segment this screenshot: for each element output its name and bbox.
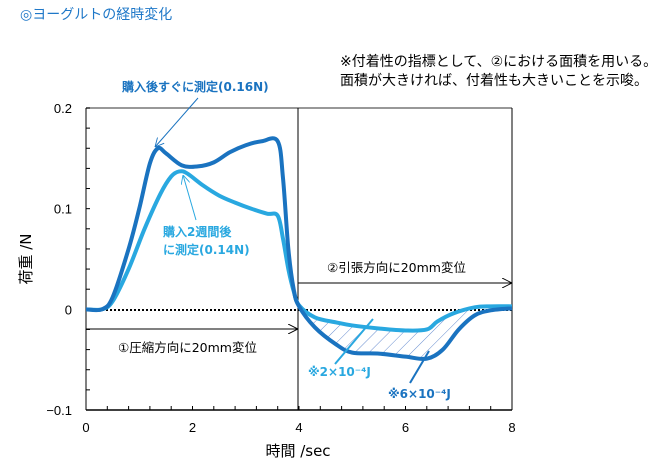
compression-label: ①圧縮方向に20mm変位 xyxy=(118,340,257,355)
y-tick-label: −0.1 xyxy=(46,403,72,418)
x-tick-label: 2 xyxy=(189,420,196,435)
note-text: ※付着性の指標として、②における面積を用いる。 面積が大きければ、付着性も大きい… xyxy=(340,53,657,91)
aged-annotation-line2: に測定(0.14N) xyxy=(163,242,250,257)
fresh-annotation: 購入後すぐに測定(0.16N) xyxy=(121,79,269,94)
aged-annotation-line1: 購入2週間後 xyxy=(162,224,232,239)
aged-area-label: ※2×10⁻⁴J xyxy=(308,365,371,379)
y-tick-label: 0.1 xyxy=(54,202,72,217)
fresh-area-leader xyxy=(409,350,430,384)
x-tick-label: 0 xyxy=(82,420,89,435)
x-tick-label: 8 xyxy=(508,420,515,435)
fresh-area-label: ※6×10⁻⁴J xyxy=(388,387,451,401)
fresh-peak-leader xyxy=(155,97,199,147)
aged-area-leader xyxy=(334,318,374,365)
page-title: ◎ヨーグルトの経時変化 xyxy=(20,7,173,23)
note-line-1: ※付着性の指標として、②における面積を用いる。 xyxy=(340,54,658,70)
y-axis-label: 荷重 /N xyxy=(17,233,35,284)
series-aged xyxy=(85,169,513,333)
x-tick-label: 4 xyxy=(295,420,302,435)
x-axis-label: 時間 /sec xyxy=(265,442,330,460)
y-tick-label: 0 xyxy=(65,302,72,317)
note-line-2: 面積が大きければ、付着性も大きいことを示唆。 xyxy=(340,73,648,89)
x-tick-label: 6 xyxy=(402,420,409,435)
tension-label: ②引張方向に20mm変位 xyxy=(327,260,466,275)
series-fresh xyxy=(85,136,513,361)
adhesion-area-hatch xyxy=(299,305,475,359)
y-tick-label: 0.2 xyxy=(54,101,72,116)
aged-peak-leader xyxy=(183,175,197,221)
